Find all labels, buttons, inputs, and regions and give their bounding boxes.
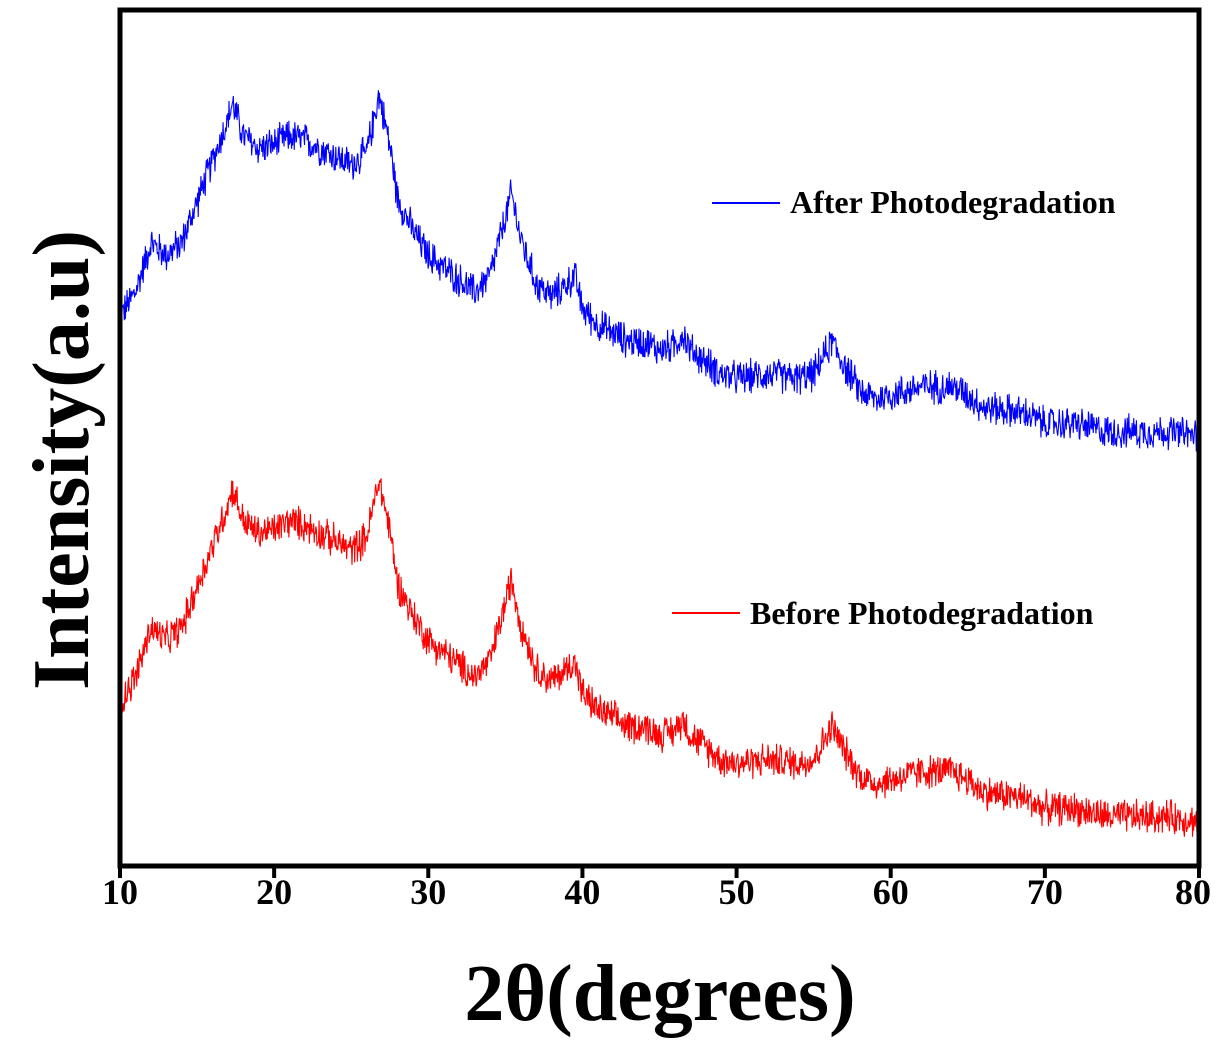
x-tick-label-40: 40 xyxy=(564,872,600,912)
series-layer xyxy=(120,90,1199,837)
series-line-before xyxy=(120,478,1199,837)
plot-area xyxy=(117,7,1202,869)
x-tick-label-60: 60 xyxy=(873,872,909,912)
series-line-after xyxy=(120,90,1199,452)
x-tick-label-70: 70 xyxy=(1027,872,1063,912)
legend-label-before: Before Photodegradation xyxy=(750,595,1094,631)
x-tick-label-50: 50 xyxy=(719,872,755,912)
legend-label-after: After Photodegradation xyxy=(790,184,1116,220)
legend: After Photodegradation Before Photodegra… xyxy=(672,184,1116,631)
plot-frame xyxy=(117,7,1202,869)
x-tick-label-20: 20 xyxy=(256,872,292,912)
x-tick-label-30: 30 xyxy=(410,872,446,912)
x-tick-label-80: 80 xyxy=(1175,872,1211,912)
x-axis-ticks: 10 20 30 40 50 60 70 80 xyxy=(102,866,1211,912)
y-axis-label: Intensity(a.u) xyxy=(18,230,106,690)
x-axis-label: 2θ(degrees) xyxy=(464,950,855,1038)
x-tick-label-10: 10 xyxy=(102,872,138,912)
